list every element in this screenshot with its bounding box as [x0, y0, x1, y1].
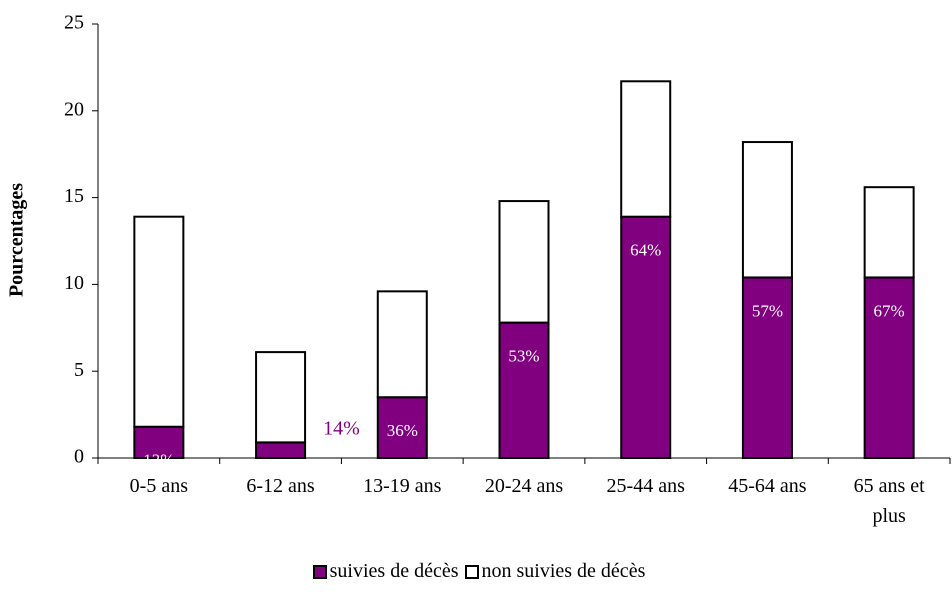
bar-segment	[620, 215, 672, 459]
x-tick-label: 20-24 ans	[484, 475, 564, 497]
bar-segment	[863, 186, 915, 279]
x-tick-label: 13-19 ans	[363, 475, 442, 497]
share-label: 13%	[143, 451, 174, 470]
x-tick-label: 0-5 ans	[129, 475, 188, 497]
y-tick-label: 0	[74, 446, 84, 468]
y-tick-label: 10	[64, 272, 84, 294]
bar-segment	[741, 276, 793, 459]
legend: suivies de décès non suivies de décès	[0, 560, 952, 583]
share-label: 67%	[874, 301, 905, 320]
bar-segment	[255, 351, 307, 444]
y-tick-label: 15	[64, 185, 84, 207]
legend-swatch	[312, 564, 327, 579]
bar-segment	[620, 80, 672, 218]
bar-segment	[498, 321, 550, 460]
y-tick-label: 20	[64, 98, 84, 120]
share-label: 57%	[752, 301, 783, 320]
share-label: 14%	[323, 418, 360, 440]
bar-segment	[863, 276, 915, 459]
x-tick-label: 6-12 ans	[246, 475, 315, 497]
bar-segment	[376, 290, 428, 399]
share-label: 64%	[630, 241, 661, 260]
bar-segment	[498, 200, 550, 324]
bar-segment	[133, 425, 185, 460]
share-label: 36%	[387, 421, 418, 440]
x-tick-label: 25-44 ans	[606, 475, 685, 497]
x-tick-label: 45-64 ans	[728, 475, 807, 497]
legend-label: non suivies de décès	[481, 560, 646, 582]
bar-segment	[255, 441, 307, 460]
legend-swatch	[464, 564, 479, 579]
x-tick-label: 65 ans et plus	[853, 475, 925, 527]
y-axis-title: Pourcentages	[6, 183, 28, 297]
bar-segment	[741, 141, 793, 279]
y-tick-label: 25	[64, 12, 84, 34]
legend-label: suivies de décès	[329, 560, 459, 582]
y-tick-label: 5	[74, 359, 84, 381]
share-label: 53%	[508, 346, 539, 365]
bar-segment	[133, 215, 185, 428]
